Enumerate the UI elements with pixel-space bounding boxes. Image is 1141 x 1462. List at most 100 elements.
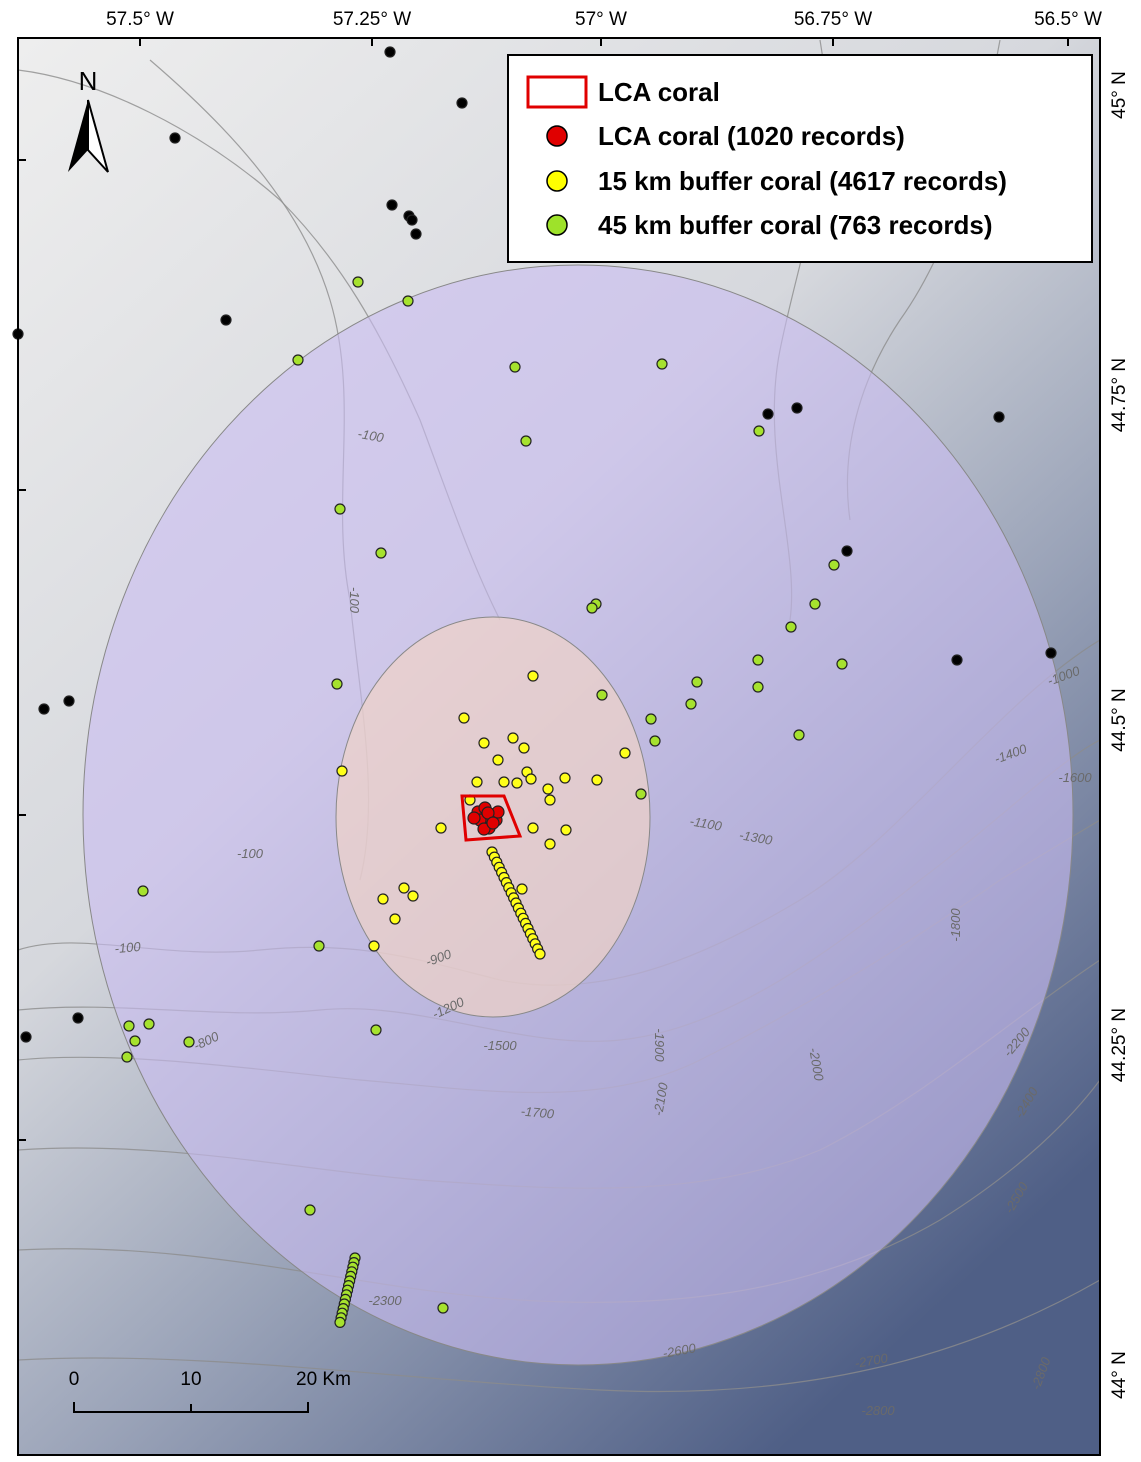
record-point bbox=[64, 696, 74, 706]
record-point bbox=[353, 277, 363, 287]
record-point bbox=[650, 736, 660, 746]
latitude-label: 44.5° N bbox=[1109, 688, 1130, 752]
record-point bbox=[763, 409, 773, 419]
record-point bbox=[436, 823, 446, 833]
record-point bbox=[837, 659, 847, 669]
record-point bbox=[521, 436, 531, 446]
legend-label: LCA coral bbox=[598, 77, 720, 107]
record-point bbox=[332, 679, 342, 689]
record-point bbox=[411, 229, 421, 239]
longitude-label: 56.75° W bbox=[794, 9, 872, 30]
record-point bbox=[842, 546, 852, 556]
record-point bbox=[792, 403, 802, 413]
record-point bbox=[479, 738, 489, 748]
longitude-label: 57.5° W bbox=[106, 9, 174, 30]
north-label: N bbox=[79, 66, 98, 96]
record-point bbox=[829, 560, 839, 570]
record-point bbox=[376, 548, 386, 558]
record-point bbox=[390, 914, 400, 924]
record-point bbox=[754, 426, 764, 436]
latitude-label: 44.75° N bbox=[1109, 358, 1130, 432]
record-point bbox=[528, 671, 538, 681]
record-point bbox=[487, 817, 499, 829]
record-point bbox=[560, 773, 570, 783]
contour-label: -100 bbox=[237, 846, 264, 861]
record-point bbox=[543, 784, 553, 794]
longitude-label: 56.5° W bbox=[1034, 9, 1102, 30]
legend-swatch bbox=[547, 215, 567, 235]
legend-label: LCA coral (1020 records) bbox=[598, 121, 905, 151]
contour-label: -1500 bbox=[483, 1038, 517, 1053]
record-point bbox=[459, 713, 469, 723]
record-point bbox=[468, 812, 480, 824]
record-point bbox=[293, 355, 303, 365]
record-point bbox=[753, 682, 763, 692]
record-point bbox=[499, 777, 509, 787]
record-point bbox=[786, 622, 796, 632]
record-point bbox=[657, 359, 667, 369]
record-point bbox=[526, 774, 536, 784]
record-point bbox=[21, 1032, 31, 1042]
scale-label: 10 bbox=[180, 1369, 201, 1390]
longitude-label: 57.25° W bbox=[333, 9, 411, 30]
scale-label: 0 bbox=[69, 1369, 80, 1390]
contour-label: -100 bbox=[347, 587, 362, 614]
record-point bbox=[512, 778, 522, 788]
record-point bbox=[335, 504, 345, 514]
legend-swatch bbox=[547, 171, 567, 191]
record-point bbox=[510, 362, 520, 372]
record-point bbox=[221, 315, 231, 325]
record-point bbox=[399, 883, 409, 893]
scale-label: 20 Km bbox=[296, 1369, 351, 1390]
latitude-label: 44° N bbox=[1109, 1351, 1130, 1399]
record-point bbox=[636, 789, 646, 799]
record-point bbox=[517, 884, 527, 894]
record-point bbox=[122, 1052, 132, 1062]
longitude-label: 57° W bbox=[575, 9, 627, 30]
record-point bbox=[519, 743, 529, 753]
record-point bbox=[73, 1013, 83, 1023]
record-point bbox=[124, 1021, 134, 1031]
contour-label: -1600 bbox=[1058, 770, 1092, 785]
record-point bbox=[646, 714, 656, 724]
record-point bbox=[138, 886, 148, 896]
record-point bbox=[620, 748, 630, 758]
record-point bbox=[387, 200, 397, 210]
contour-label: -1800 bbox=[948, 908, 963, 942]
record-point bbox=[371, 1025, 381, 1035]
record-point bbox=[408, 891, 418, 901]
record-point bbox=[753, 655, 763, 665]
record-point bbox=[170, 133, 180, 143]
record-point bbox=[794, 730, 804, 740]
record-point bbox=[305, 1205, 315, 1215]
record-point bbox=[587, 603, 597, 613]
record-point bbox=[337, 766, 347, 776]
record-point bbox=[597, 690, 607, 700]
contour-label: -1900 bbox=[652, 1028, 667, 1062]
map: -100-100-100-100-800-900-1200-1500-1700-… bbox=[0, 0, 1141, 1462]
record-point bbox=[369, 941, 379, 951]
record-point bbox=[457, 98, 467, 108]
record-point bbox=[184, 1037, 194, 1047]
legend: LCA coral LCA coral (1020 records) 15 km… bbox=[508, 55, 1092, 262]
record-point bbox=[385, 47, 395, 57]
record-point bbox=[407, 215, 417, 225]
record-point bbox=[592, 775, 602, 785]
contour-label: -2300 bbox=[368, 1293, 402, 1308]
record-point bbox=[472, 777, 482, 787]
record-point bbox=[403, 296, 413, 306]
latitude-label: 45° N bbox=[1109, 71, 1130, 119]
legend-swatch bbox=[547, 126, 567, 146]
latitude-label: 44.25° N bbox=[1109, 1008, 1130, 1082]
record-point bbox=[378, 894, 388, 904]
record-point bbox=[535, 949, 545, 959]
record-point bbox=[39, 704, 49, 714]
record-point bbox=[692, 677, 702, 687]
record-point bbox=[545, 839, 555, 849]
record-point bbox=[545, 795, 555, 805]
record-point bbox=[561, 825, 571, 835]
record-point bbox=[508, 733, 518, 743]
record-point bbox=[1046, 648, 1056, 658]
legend-label: 45 km buffer coral (763 records) bbox=[598, 210, 993, 240]
legend-label: 15 km buffer coral (4617 records) bbox=[598, 166, 1007, 196]
